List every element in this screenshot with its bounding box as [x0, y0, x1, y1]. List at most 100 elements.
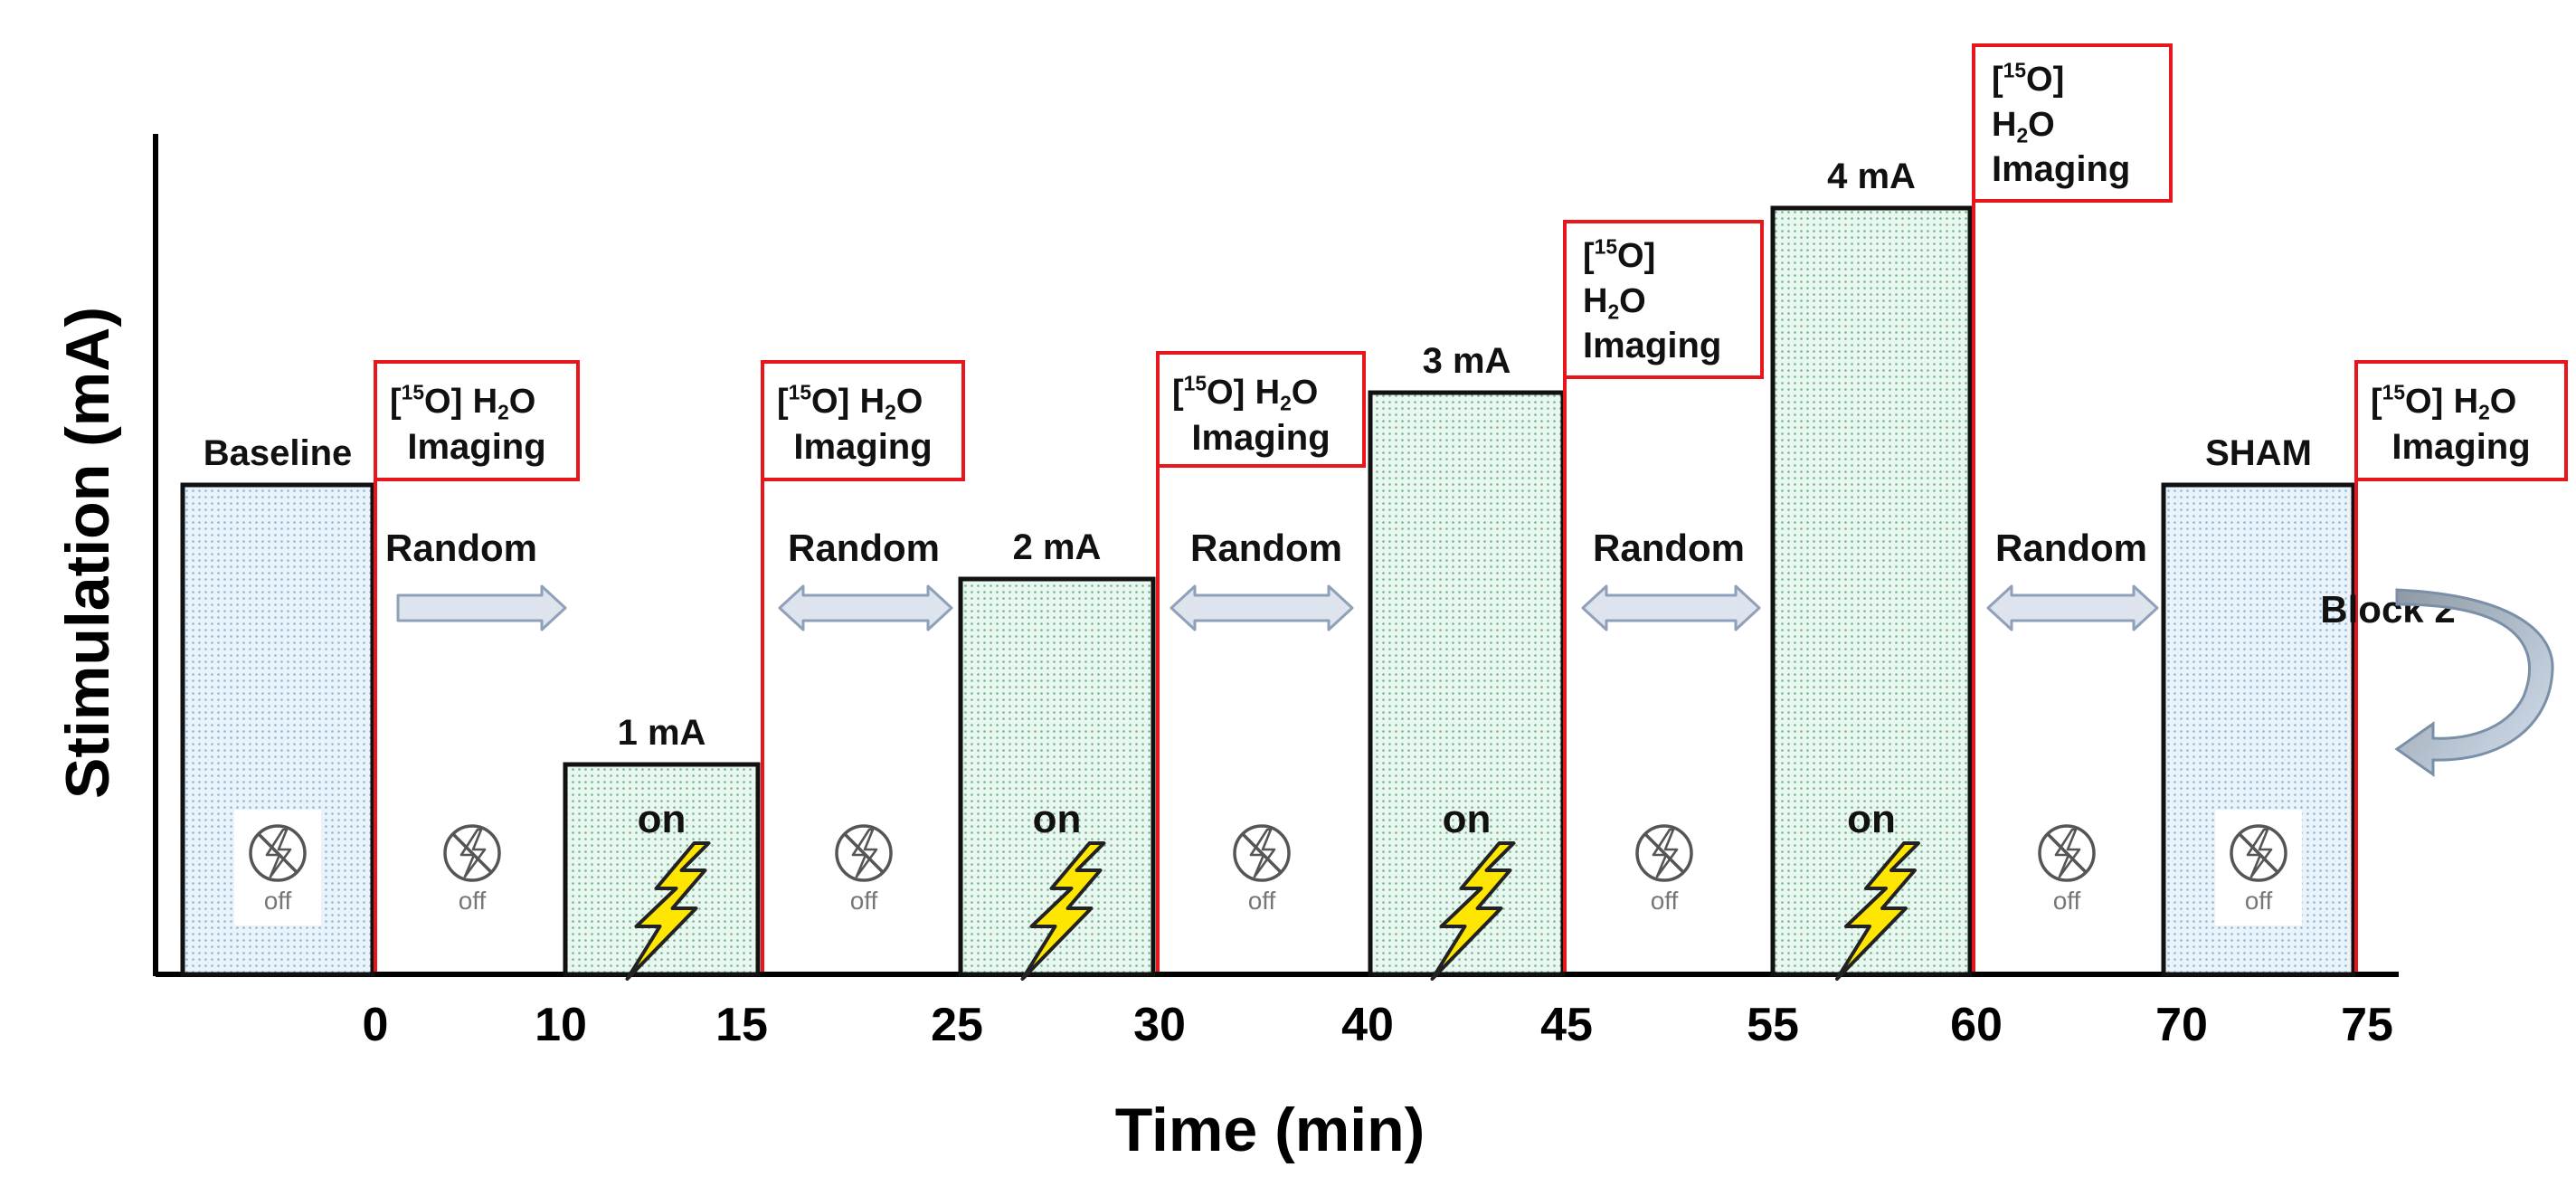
slash-line: [1643, 832, 1685, 874]
lightning-bolt-icon: [1430, 841, 1516, 981]
water-o: O: [896, 383, 923, 421]
water-subscript: 2: [2478, 401, 2490, 424]
random-label: Random: [1995, 527, 2147, 569]
mass-number: 15: [789, 381, 812, 404]
random-label: Random: [385, 527, 537, 569]
x-tick-15: 15: [715, 999, 768, 1051]
block-2-indicator: Block 2: [2320, 588, 2554, 777]
imaging-word: Imaging: [2391, 427, 2530, 467]
bracket: [: [777, 383, 789, 421]
lightning-outline-icon: [265, 828, 292, 878]
water-label: H2O: [1992, 106, 2055, 147]
imaging-box: [15O] H2O Imaging: [1156, 351, 1366, 468]
x-tick-40: 40: [1341, 999, 1394, 1051]
slash-line: [2238, 832, 2279, 874]
lightning-outline-icon: [1652, 828, 1679, 878]
bracket: [: [2371, 383, 2382, 421]
random-label: Random: [788, 527, 940, 569]
isotope-label: [15O] H2O: [1172, 372, 1318, 415]
gap-0: Random off: [385, 527, 567, 925]
water-o: O: [509, 383, 536, 421]
water-subscript: 2: [1280, 392, 1292, 415]
block-label: Baseline: [204, 433, 353, 473]
lightning-outline-icon: [1249, 828, 1276, 878]
x-tick-0: 0: [363, 999, 389, 1051]
on-label: on: [1847, 797, 1896, 841]
bracket: [: [1583, 237, 1595, 275]
slash-line: [843, 832, 885, 874]
mass-number: 15: [402, 381, 425, 404]
imaging-word: Imaging: [1191, 418, 1330, 458]
power-on-indicator: on: [625, 797, 711, 981]
no-symbol-circle: [443, 824, 501, 882]
mass-number: 15: [2003, 59, 2027, 82]
block-stim-3: 3 mA on: [1368, 341, 1566, 981]
block-label: 2 mA: [1013, 527, 1102, 567]
isotope: O]: [1207, 374, 1245, 412]
water-h: H: [1583, 282, 1607, 320]
y-axis-title: Stimulation (mA): [53, 307, 122, 799]
lightning-bolt-icon: [1835, 841, 1920, 981]
bracket: [: [1992, 61, 2003, 99]
power-off-icon: off: [234, 810, 321, 925]
lightning-outline-icon: [2246, 828, 2273, 878]
imaging-word: Imaging: [1583, 326, 1721, 365]
off-label: off: [1651, 887, 1679, 915]
water-subscript: 2: [497, 401, 509, 424]
lightning-outline-icon: [851, 828, 878, 878]
slash-line: [451, 832, 493, 874]
block-label: SHAM: [2205, 433, 2312, 473]
gap-2: Random off: [1170, 527, 1354, 925]
imaging-box-border: [761, 360, 965, 481]
double-arrow-icon: [1581, 584, 1761, 631]
isotope: O]: [424, 383, 462, 421]
power-off-icon: off: [429, 810, 516, 925]
stimulation-blocks: Baseline off 1 mA on 2 mA on 3 mA on 4 mA on SHAM o…: [180, 157, 2356, 981]
block-bar: [1770, 205, 1973, 977]
off-label: off: [850, 887, 878, 915]
slash-line: [257, 832, 298, 874]
gap-4: Random off: [1986, 527, 2159, 925]
on-label: on: [1443, 797, 1492, 841]
no-symbol-circle: [249, 824, 307, 882]
block-stim-4: 4 mA on: [1770, 157, 1973, 981]
no-symbol-circle: [1635, 824, 1693, 882]
off-gaps: RandomoffRandomoffRandomoffRandomoffRand…: [385, 527, 2159, 925]
double-arrow-icon: [1986, 584, 2159, 631]
off-label: off: [2245, 887, 2273, 915]
mass-number: 15: [2382, 381, 2406, 404]
random-label: Random: [1190, 527, 1342, 569]
isotope-label: [15O] H2O: [2371, 381, 2516, 424]
power-on-indicator: on: [1020, 797, 1106, 981]
off-label: off: [459, 887, 487, 915]
power-on-indicator: on: [1430, 797, 1516, 981]
imaging-box-border: [1563, 220, 1764, 379]
x-tick-labels: 0 10 15 25 30 40 45 55 60 70 75: [363, 999, 2393, 1051]
imaging-word: Imaging: [793, 427, 932, 467]
water-o: O: [1292, 374, 1319, 412]
off-label: off: [1248, 887, 1276, 915]
block-sham-5: SHAM off: [2161, 433, 2356, 977]
water-o: O: [1619, 282, 1646, 320]
random-label: Random: [1593, 527, 1745, 569]
power-off-icon: off: [2023, 810, 2110, 925]
imaging-box-border: [2354, 360, 2568, 481]
power-off-icon: off: [1218, 810, 1305, 925]
lightning-outline-icon: [459, 828, 487, 878]
isotope: O]: [2026, 61, 2064, 99]
imaging-box: [15O] H2O Imaging: [761, 360, 965, 481]
gap-1: Random off: [778, 527, 953, 925]
imaging-box-border: [1156, 351, 1366, 468]
no-symbol-circle: [2038, 824, 2096, 882]
water-h: H: [860, 383, 885, 421]
on-label: on: [1033, 797, 1082, 841]
block-stim-2: 2 mA on: [958, 527, 1156, 981]
block-2-curved-arrow: [2394, 588, 2554, 777]
water-o: O: [2490, 383, 2517, 421]
water-subscript: 2: [2016, 124, 2028, 147]
isotope-label: [15O] H2O: [777, 381, 923, 424]
